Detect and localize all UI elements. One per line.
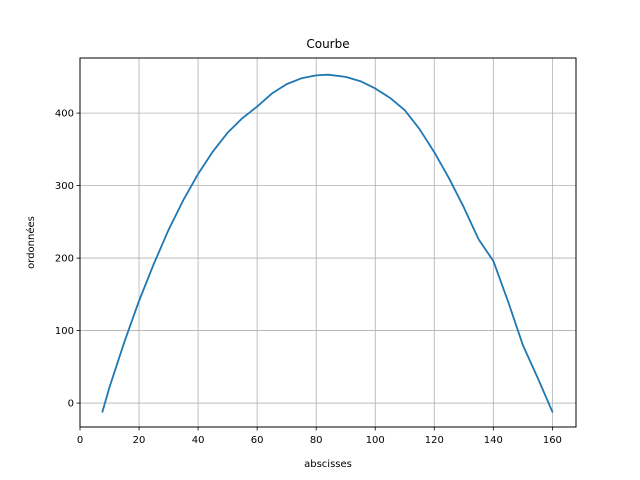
- x-tick-label: 100: [366, 435, 385, 446]
- series-line: [101, 73, 554, 413]
- grid: [79, 58, 576, 427]
- x-tick-label: 80: [310, 435, 323, 446]
- y-tick-label: 0: [68, 399, 74, 410]
- x-axis-label: abscisses: [304, 459, 352, 470]
- x-tick-label: 160: [543, 435, 562, 446]
- y-tick-label: 300: [55, 181, 74, 192]
- y-tick-label: 200: [55, 254, 74, 265]
- ticks: 0 20 40 60 80 100 120 140 160 0 100 200 300 400: [55, 109, 562, 446]
- x-tick-label: 140: [484, 435, 503, 446]
- series-layer: [101, 73, 554, 413]
- axes-frame: [79, 57, 577, 428]
- y-tick-label: 400: [55, 109, 74, 120]
- y-axis-label: ordonnées: [25, 216, 37, 269]
- chart-title: Courbe: [306, 37, 349, 51]
- x-tick-label: 40: [192, 435, 205, 446]
- y-tick-label: 100: [55, 326, 74, 337]
- x-tick-label: 120: [425, 435, 444, 446]
- x-tick-label: 60: [251, 435, 264, 446]
- x-tick-label: 0: [77, 435, 83, 446]
- x-tick-label: 20: [133, 435, 146, 446]
